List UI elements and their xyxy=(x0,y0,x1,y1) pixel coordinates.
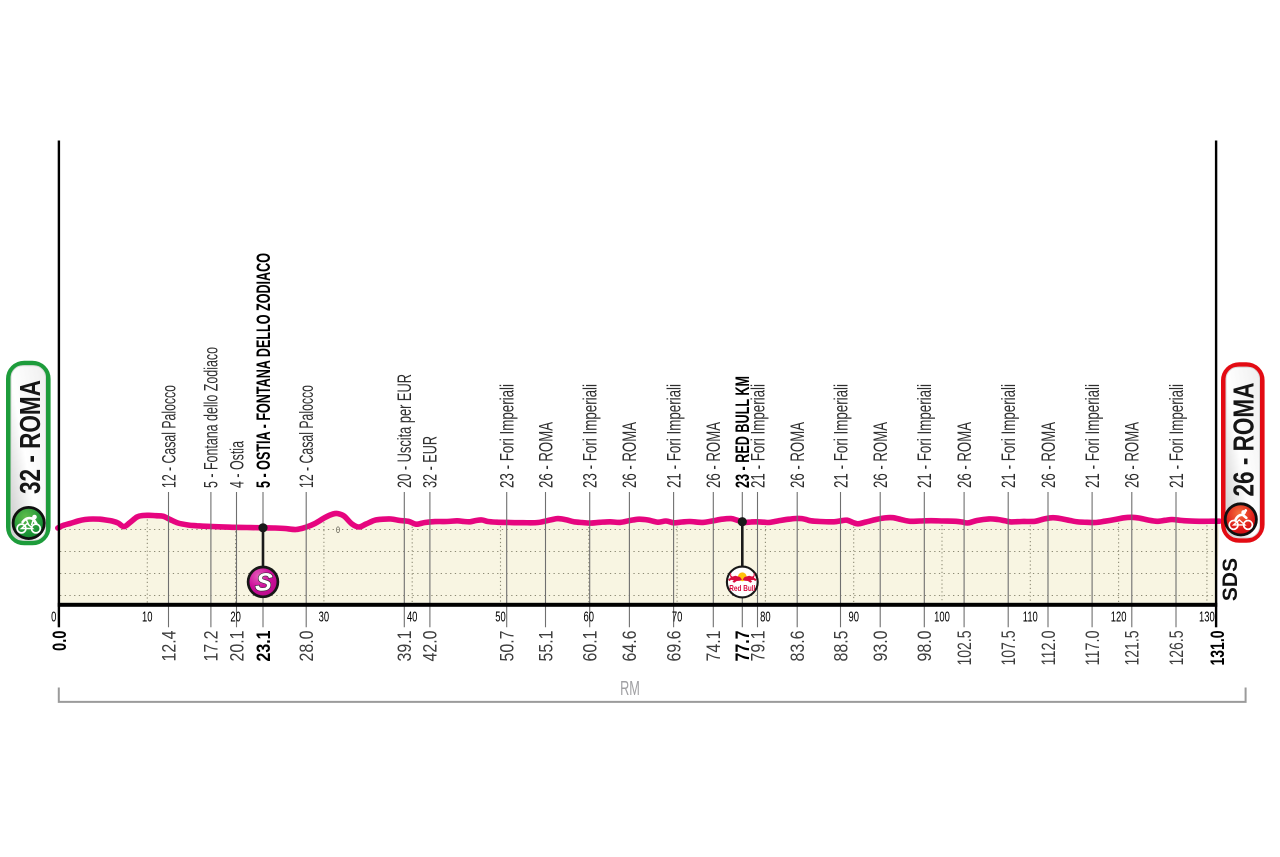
svg-text:102.5: 102.5 xyxy=(955,631,976,666)
svg-text:12.4: 12.4 xyxy=(159,630,180,661)
svg-text:26 - ROMA: 26 - ROMA xyxy=(620,422,641,488)
svg-text:50: 50 xyxy=(495,608,505,625)
svg-text:21 - Fori Imperiali: 21 - Fori Imperiali xyxy=(1167,384,1188,488)
svg-text:74.1: 74.1 xyxy=(704,631,725,662)
svg-text:117.0: 117.0 xyxy=(1083,631,1104,666)
svg-text:107.5: 107.5 xyxy=(999,631,1020,666)
svg-text:121.5: 121.5 xyxy=(1123,631,1144,666)
svg-text:110: 110 xyxy=(1023,608,1038,625)
svg-text:26 - ROMA: 26 - ROMA xyxy=(1123,422,1144,488)
svg-text:98.0: 98.0 xyxy=(915,631,936,662)
svg-text:4 - Ostia: 4 - Ostia xyxy=(227,441,248,488)
svg-text:20.1: 20.1 xyxy=(227,631,248,662)
svg-text:SDS: SDS xyxy=(1219,558,1242,601)
svg-text:5 - Fontana dello Zodiaco: 5 - Fontana dello Zodiaco xyxy=(202,347,223,488)
svg-text:60.1: 60.1 xyxy=(581,631,602,662)
svg-text:39.1: 39.1 xyxy=(395,631,416,662)
svg-text:0: 0 xyxy=(51,608,56,625)
svg-text:RM: RM xyxy=(620,677,640,700)
svg-text:130: 130 xyxy=(1199,608,1215,625)
svg-text:5 - OSTIA - FONTANA DELLO ZODI: 5 - OSTIA - FONTANA DELLO ZODIACO xyxy=(254,253,275,488)
svg-text:83.6: 83.6 xyxy=(788,631,809,662)
svg-text:88.5: 88.5 xyxy=(831,631,852,662)
svg-text:21 - Fori Imperiali: 21 - Fori Imperiali xyxy=(748,384,769,488)
svg-text:23.1: 23.1 xyxy=(254,630,275,661)
svg-text:0.0: 0.0 xyxy=(50,631,71,652)
svg-text:112.0: 112.0 xyxy=(1039,631,1060,666)
svg-text:70: 70 xyxy=(672,608,682,625)
svg-text:26 - ROMA: 26 - ROMA xyxy=(1039,422,1060,488)
svg-text:12 - Casal Palocco: 12 - Casal Palocco xyxy=(159,385,180,488)
svg-text:77.7: 77.7 xyxy=(733,631,754,662)
svg-text:79.1: 79.1 xyxy=(748,631,769,662)
svg-text:50.7: 50.7 xyxy=(498,631,519,662)
svg-text:90: 90 xyxy=(848,608,858,625)
svg-text:17.2: 17.2 xyxy=(202,631,223,662)
svg-text:26 - ROMA: 26 - ROMA xyxy=(788,422,809,488)
svg-text:Red Bull: Red Bull xyxy=(729,583,755,593)
svg-text:21 - Fori Imperiali: 21 - Fori Imperiali xyxy=(1083,384,1104,488)
svg-text:69.6: 69.6 xyxy=(664,631,685,662)
svg-text:30: 30 xyxy=(319,608,329,625)
svg-text:20 - Uscita per EUR: 20 - Uscita per EUR xyxy=(395,374,416,488)
svg-text:28.0: 28.0 xyxy=(297,631,318,662)
svg-text:26 - ROMA: 26 - ROMA xyxy=(871,422,892,488)
svg-text:20: 20 xyxy=(230,608,240,625)
svg-text:131.0: 131.0 xyxy=(1208,631,1229,666)
svg-text:55.1: 55.1 xyxy=(536,631,557,662)
svg-text:40: 40 xyxy=(407,608,417,625)
svg-text:42.0: 42.0 xyxy=(421,631,442,662)
svg-text:26 - ROMA: 26 - ROMA xyxy=(955,422,976,488)
svg-text:10: 10 xyxy=(142,608,152,625)
svg-text:12 - Casal Palocco: 12 - Casal Palocco xyxy=(297,385,318,488)
svg-text:21 - Fori Imperiali: 21 - Fori Imperiali xyxy=(664,384,685,488)
svg-text:60: 60 xyxy=(584,608,594,625)
svg-text:80: 80 xyxy=(760,608,770,625)
svg-text:32 - ROMA: 32 - ROMA xyxy=(15,380,47,494)
svg-text:64.6: 64.6 xyxy=(620,631,641,662)
svg-text:26 - ROMA: 26 - ROMA xyxy=(704,422,725,488)
svg-text:21 - Fori Imperiali: 21 - Fori Imperiali xyxy=(831,384,852,488)
svg-text:23 - RED BULL KM: 23 - RED BULL KM xyxy=(733,376,754,488)
svg-text:120: 120 xyxy=(1111,608,1127,625)
svg-text:93.0: 93.0 xyxy=(871,631,892,662)
svg-text:126.5: 126.5 xyxy=(1167,631,1188,666)
svg-text:32 - EUR: 32 - EUR xyxy=(421,436,442,488)
svg-text:23 - Fori Imperiali: 23 - Fori Imperiali xyxy=(498,384,519,488)
svg-text:100: 100 xyxy=(934,608,950,625)
svg-text:26 - ROMA: 26 - ROMA xyxy=(1228,382,1260,496)
svg-text:21 - Fori Imperiali: 21 - Fori Imperiali xyxy=(999,384,1020,488)
svg-text:S: S xyxy=(254,569,274,597)
svg-text:26 - ROMA: 26 - ROMA xyxy=(536,422,557,488)
svg-text:23 - Fori Imperiali: 23 - Fori Imperiali xyxy=(581,384,602,488)
svg-text:21 - Fori Imperiali: 21 - Fori Imperiali xyxy=(915,384,936,488)
svg-text:0: 0 xyxy=(336,524,340,535)
